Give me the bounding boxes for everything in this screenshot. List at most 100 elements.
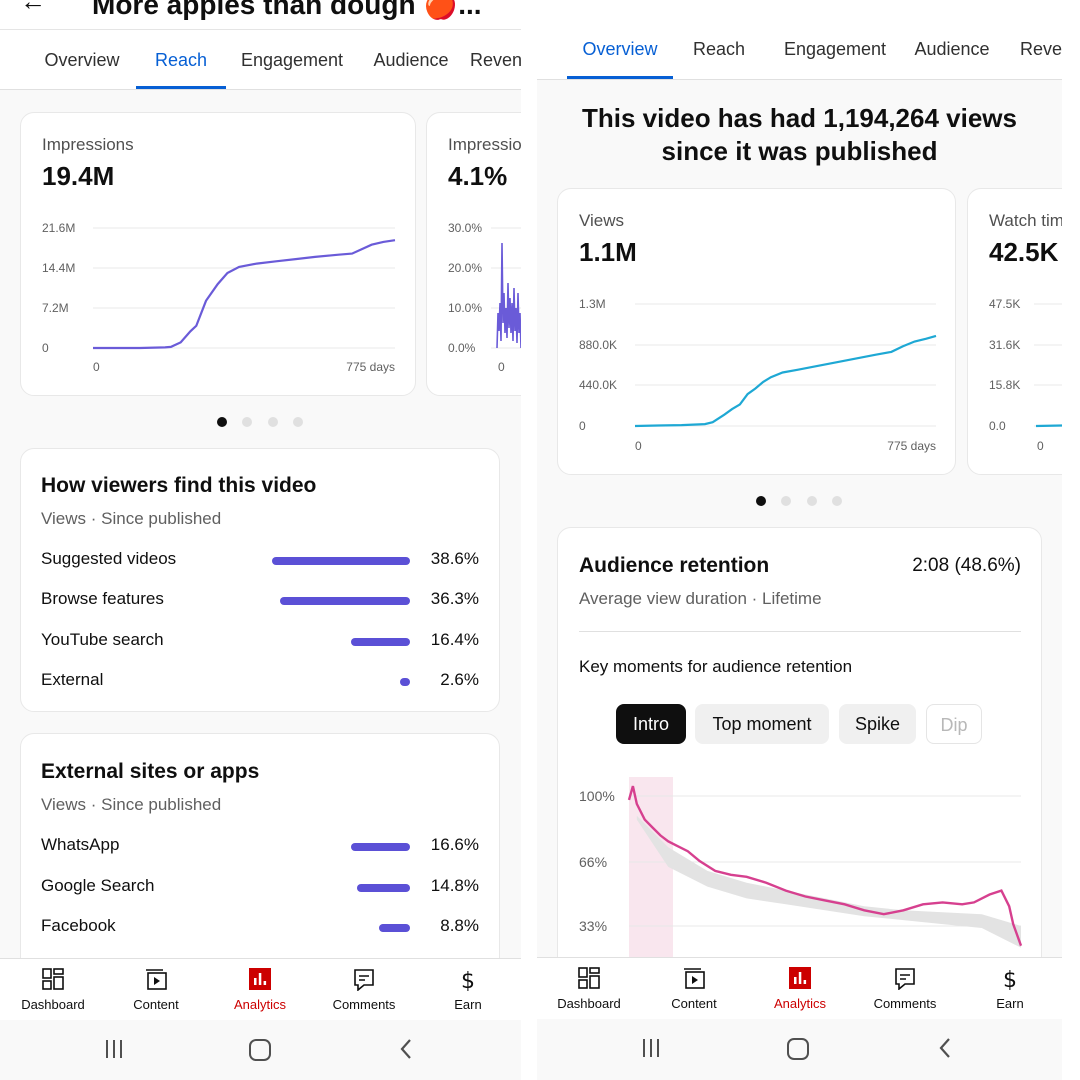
list-item[interactable]: Suggested videos 38.6%	[41, 549, 479, 573]
pager-dot[interactable]	[756, 496, 766, 506]
chip-dip: Dip	[926, 704, 982, 744]
screen-divider	[521, 0, 537, 1080]
svg-text:$: $	[1003, 968, 1017, 990]
tab-reach[interactable]: Reach	[136, 30, 226, 89]
views-series-line	[634, 334, 937, 428]
chip-spike[interactable]: Spike	[839, 704, 916, 744]
key-moment-chips: Intro Top moment Spike Dip	[616, 704, 986, 744]
chip-top-moment[interactable]: Top moment	[695, 704, 829, 744]
nav-content[interactable]: Content	[106, 959, 206, 1021]
video-title: More apples than dough 🍎...	[92, 0, 482, 20]
watch-time-card[interactable]: Watch time (hours) 42.5K 47.5K 31.6K 15.…	[967, 188, 1062, 475]
impressions-card[interactable]: Impressions 19.4M 21.6M 14.4M 7.2M 0 0 7…	[20, 112, 416, 396]
list-item[interactable]: YouTube search 16.4%	[41, 630, 479, 654]
y-tick: 31.6K	[989, 338, 1020, 352]
list-item[interactable]: Facebook 8.8%	[41, 916, 479, 940]
pager-dot[interactable]	[832, 496, 842, 506]
source-label: External	[41, 670, 104, 689]
metric-label: Impressions click-through rate	[448, 135, 521, 154]
nav-dashboard[interactable]: Dashboard	[3, 959, 103, 1021]
tab-reach[interactable]: Reach	[692, 39, 746, 59]
nav-comments[interactable]: Comments	[314, 959, 414, 1021]
arrow-back-icon[interactable]: ←	[20, 0, 46, 16]
external-sites-card[interactable]: External sites or apps Views · Since pub…	[20, 733, 500, 973]
pager-dot[interactable]	[242, 417, 252, 427]
bottom-navigation: Dashboard Content Analytics Comments $ E…	[537, 957, 1062, 1019]
pager-dot[interactable]	[293, 417, 303, 427]
nav-content[interactable]: Content	[644, 958, 744, 1020]
chip-intro[interactable]: Intro	[616, 704, 686, 744]
section-title: Audience retention	[579, 554, 770, 577]
tab-engagement[interactable]: Engagement	[783, 39, 887, 59]
analytics-tabs: Overview Reach Engagement Audience Reven…	[0, 30, 521, 90]
metric-value: 42.5K	[989, 237, 1059, 267]
y-tick: 10.0%	[448, 301, 482, 315]
back-icon[interactable]	[935, 1033, 955, 1063]
tab-audience[interactable]: Audience	[373, 50, 449, 70]
source-value: 38.6%	[430, 549, 479, 568]
nav-earn[interactable]: $ Earn	[418, 959, 518, 1021]
list-item[interactable]: Browse features 36.3%	[41, 589, 479, 613]
x-tick-start: 0	[93, 360, 100, 374]
nav-label: Comments	[332, 997, 396, 1012]
nav-analytics[interactable]: Analytics	[750, 958, 850, 1020]
site-label: WhatsApp	[41, 835, 120, 854]
home-icon[interactable]	[246, 1034, 274, 1064]
pager-dot[interactable]	[217, 417, 227, 427]
home-icon[interactable]	[784, 1033, 812, 1063]
tab-overview[interactable]: Overview	[567, 18, 673, 79]
y-tick: 20.0%	[448, 261, 482, 275]
site-label: Facebook	[41, 916, 116, 935]
site-bar	[357, 884, 410, 892]
source-bar	[351, 638, 410, 646]
audience-retention-card[interactable]: Audience retention 2:08 (48.6%) Average …	[557, 527, 1042, 987]
pager-dot[interactable]	[268, 417, 278, 427]
x-tick-end: 775 days	[346, 360, 395, 374]
bottom-navigation: Dashboard Content Analytics Comments $ E…	[0, 958, 521, 1020]
y-tick: 880.0K	[579, 338, 617, 352]
metric-label: Impressions	[42, 135, 134, 154]
list-item[interactable]: Google Search 14.8%	[41, 876, 479, 900]
ctr-card[interactable]: Impressions click-through rate 4.1% 30.0…	[426, 112, 521, 396]
impressions-series-line	[93, 239, 396, 350]
retention-chart: 100% 66% 33%	[579, 777, 1023, 973]
tab-audience[interactable]: Audience	[914, 39, 990, 59]
y-tick: 14.4M	[42, 261, 75, 275]
traffic-sources-card[interactable]: How viewers find this video Views · Sinc…	[20, 448, 500, 712]
views-card[interactable]: Views 1.1M 1.3M 880.0K 440.0K 0 0 775 da…	[557, 188, 956, 475]
dashboard-icon	[578, 967, 600, 989]
key-moments-label: Key moments for audience retention	[579, 657, 853, 676]
y-tick: 0.0%	[448, 341, 476, 355]
overview-screen: Overview Reach Engagement Audience Reven…	[537, 0, 1062, 1080]
y-tick: 1.3M	[579, 297, 606, 311]
tab-overview[interactable]: Overview	[44, 50, 120, 70]
analytics-tabs: Overview Reach Engagement Audience Reven…	[537, 18, 1062, 80]
retention-value: 2:08 (48.6%)	[912, 555, 1021, 576]
tab-engagement[interactable]: Engagement	[240, 50, 344, 70]
analytics-icon	[249, 968, 271, 990]
comments-icon	[354, 969, 374, 991]
earn-icon: $	[1003, 968, 1017, 990]
recent-apps-icon[interactable]	[639, 1033, 663, 1063]
recent-apps-icon[interactable]	[102, 1034, 126, 1064]
back-icon[interactable]	[396, 1034, 416, 1064]
pager-dot[interactable]	[807, 496, 817, 506]
tab-revenue[interactable]: Revenue	[470, 50, 521, 70]
x-tick-end: 775 days	[887, 439, 936, 453]
metric-value: 4.1%	[448, 161, 508, 191]
list-item[interactable]: WhatsApp 16.6%	[41, 835, 479, 859]
nav-comments[interactable]: Comments	[855, 958, 955, 1020]
list-item[interactable]: External 2.6%	[41, 670, 479, 694]
source-bar	[272, 557, 410, 565]
nav-dashboard[interactable]: Dashboard	[539, 958, 639, 1020]
nav-analytics[interactable]: Analytics	[210, 959, 310, 1021]
y-tick: 440.0K	[579, 378, 617, 392]
section-title: External sites or apps	[41, 760, 260, 783]
y-tick: 33%	[579, 918, 607, 934]
section-title: How viewers find this video	[41, 474, 317, 497]
site-value: 16.6%	[430, 835, 479, 854]
section-subtitle: Average view duration · Lifetime	[579, 589, 822, 608]
nav-earn[interactable]: $ Earn	[960, 958, 1060, 1020]
tab-revenue[interactable]: Revenue	[1020, 39, 1062, 59]
pager-dot[interactable]	[781, 496, 791, 506]
